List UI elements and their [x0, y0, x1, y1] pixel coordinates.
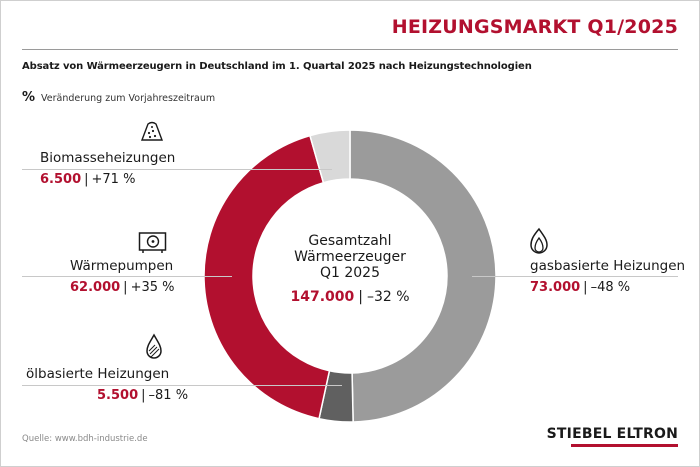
total-value: 147.000: [290, 289, 355, 305]
source-note: Quelle: www.bdh-industrie.de: [22, 434, 148, 444]
brand-logo-bar: [571, 444, 678, 447]
leader-line-biomass: [22, 169, 332, 170]
donut-center-label: Gesamtzahl Wärmeerzeuger Q1 2025 147.000…: [260, 233, 440, 305]
slice-name: gasbasierte Heizungen: [530, 258, 686, 274]
label-heat-pump: Wärmepumpen 62.000 | +35 %: [70, 258, 175, 295]
flame-icon: [530, 227, 548, 254]
leader-line-oil: [22, 385, 342, 386]
page-title: HEIZUNGSMARKT Q1/2025: [391, 16, 678, 38]
chart-subtitle: Absatz von Wärmeerzeugern in Deutschland…: [22, 61, 532, 72]
slice-change: –81 %: [148, 388, 189, 403]
slice-value: 73.000: [530, 280, 581, 295]
heat-pump-icon: [138, 232, 167, 253]
slice-change: +71 %: [91, 172, 136, 187]
center-line-3: Q1 2025: [319, 265, 380, 281]
slice-value: 5.500: [97, 388, 139, 403]
label-oil: ölbasierte Heizungen 5.500 | –81 %: [26, 366, 189, 403]
total-change: –32 %: [366, 289, 410, 305]
slice-value: 62.000: [70, 280, 121, 295]
center-line-2: Wärmeerzeuger: [294, 249, 406, 265]
legend-text: Veränderung zum Vorjahreszeitraum: [41, 93, 216, 104]
percent-symbol: %: [22, 90, 36, 105]
wood-pile-icon: [140, 121, 164, 141]
label-biomass: Biomasseheizungen 6.500 | +71 %: [40, 150, 176, 187]
slice-name: ölbasierte Heizungen: [26, 366, 170, 382]
title-divider: [22, 49, 678, 50]
leader-line-gas: [472, 276, 678, 277]
slice-name: Biomasseheizungen: [40, 150, 176, 166]
donut-slice-1: [349, 129, 497, 423]
label-gas: gasbasierte Heizungen 73.000 | –48 %: [530, 258, 686, 295]
leader-line-heat-pump: [22, 276, 232, 277]
slice-value: 6.500: [40, 172, 82, 187]
slice-name: Wärmepumpen: [70, 258, 174, 274]
donut-slice-3: [203, 134, 331, 420]
center-line-1: Gesamtzahl: [308, 233, 392, 249]
slice-change: –48 %: [590, 280, 631, 295]
slice-change: +35 %: [130, 280, 175, 295]
oil-drop-icon: [146, 333, 162, 359]
brand-logo: STIEBEL ELTRON: [546, 426, 678, 442]
